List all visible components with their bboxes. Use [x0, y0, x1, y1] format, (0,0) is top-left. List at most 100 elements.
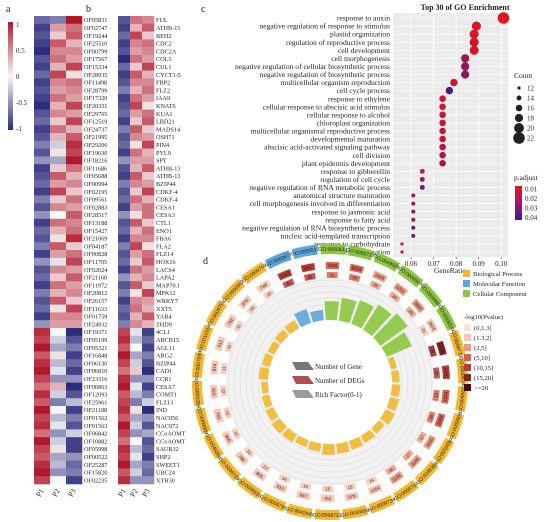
- dotplot-point: [439, 159, 446, 167]
- heatmap-cell: [50, 304, 67, 313]
- sector-category-band: [373, 252, 401, 272]
- heatmap-column-label: P1: [116, 487, 128, 499]
- heatmap-cell: [66, 211, 83, 220]
- pvalue-legend-swatch: [464, 374, 471, 381]
- heatmap-cell: [118, 125, 131, 134]
- heatmap-column-label: P2: [128, 487, 140, 499]
- gene-label: FLA2: [156, 243, 171, 250]
- heatmap-cell: [50, 101, 67, 110]
- heatmap-cell: [130, 250, 143, 259]
- sector-category-band: [314, 509, 340, 520]
- heatmap-cell: [50, 109, 67, 118]
- heatmap-cell: [66, 226, 83, 235]
- heatmap-cell: [66, 452, 83, 461]
- heatmap-cell: [66, 101, 83, 110]
- heatmap-cell: [142, 70, 155, 79]
- heatmap-cell: [34, 257, 51, 266]
- dotplot-term-label: cellular response to alcohol: [307, 110, 390, 119]
- heatmap-cell: [66, 203, 83, 212]
- sector-category-band: [320, 244, 346, 255]
- gene-label: XTH30: [156, 477, 175, 484]
- heatmap-cell: [66, 351, 83, 360]
- sector-gene-count: 870: [241, 298, 250, 307]
- dotplot-point: [411, 225, 416, 230]
- gene-label: OF15820: [84, 470, 107, 477]
- sector-category-band: [446, 412, 464, 440]
- pvalue-legend-swatch: [464, 344, 471, 351]
- category-legend-label: Molecular Function: [473, 281, 526, 288]
- gene-label: COL5: [156, 56, 171, 63]
- heatmap-cell: [66, 140, 83, 149]
- heatmap-cell: [66, 421, 83, 430]
- colorbar-tick-label: 1: [16, 21, 20, 29]
- heatmap-cell: [50, 320, 67, 329]
- gene-label: OF26157: [84, 298, 107, 305]
- gene-label: AGL11: [156, 345, 175, 352]
- heatmap-cell: [34, 289, 51, 298]
- sector-rich-bar: [371, 420, 385, 434]
- heatmap-cell: [50, 437, 67, 446]
- heatmap-cell: [118, 390, 131, 399]
- sector-gene-bar: [441, 365, 450, 380]
- sector-deg-count: 25: [429, 348, 435, 355]
- heatmap-cell: [130, 125, 143, 134]
- heatmap-cell: [66, 374, 83, 383]
- sector-gene-count: 1134: [391, 473, 402, 483]
- gene-label: FUL: [156, 17, 168, 24]
- gene-label: OF24932: [84, 321, 107, 328]
- sector-deg-count: 21: [420, 327, 427, 334]
- heatmap-cell: [66, 47, 83, 56]
- gene-label: OSH71: [156, 134, 175, 141]
- heatmap-cell: [118, 86, 131, 95]
- sector-deg-count: 31: [330, 272, 335, 277]
- heatmap-cell: [142, 367, 155, 376]
- sector-category-band: [196, 324, 214, 352]
- heatmap-cell: [130, 320, 143, 329]
- heatmap-cell: [50, 343, 67, 352]
- sector-gene-bar: [389, 470, 405, 485]
- sector-deg-count: 11: [235, 323, 242, 330]
- gene-label: OF06130: [84, 360, 107, 367]
- heatmap-cell: [130, 343, 143, 352]
- heatmap-cell: [50, 250, 67, 259]
- heatmap-cell: [50, 468, 67, 477]
- sector-go-id: GO:0007049: [194, 351, 204, 380]
- pvalue-legend-swatch: [464, 364, 471, 371]
- heatmap-cell: [118, 187, 131, 196]
- heatmap-column-label: P3: [66, 487, 78, 499]
- sector-category-band: [342, 504, 369, 520]
- heatmap-cell: [142, 437, 155, 446]
- dotplot-point: [461, 62, 470, 71]
- gene-label: FLZ2: [156, 87, 170, 94]
- sector-category-band: [432, 437, 455, 465]
- count-legend-dot: [514, 123, 524, 133]
- inner-legend-label: Number of DEGs: [315, 377, 365, 385]
- heatmap-cell: [142, 343, 155, 352]
- gene-label: CDC2A: [156, 48, 177, 55]
- sector-deg-bar: [348, 273, 361, 283]
- heatmap-cell: [34, 296, 51, 305]
- heatmap-cell: [130, 390, 143, 399]
- sector-gene-count: 2251: [395, 284, 406, 294]
- dotplot-term-label: chloroplast organization: [317, 118, 391, 127]
- gene-label: OF28517: [84, 212, 107, 219]
- sector-category-band: [236, 476, 263, 500]
- sector-deg-count: 13: [246, 449, 253, 456]
- heatmap-cell: [34, 242, 51, 251]
- sector-gene-bar: [320, 494, 335, 502]
- gene-label: OF02883: [84, 204, 107, 211]
- sector-gene-count: 748: [259, 282, 268, 291]
- dotplot-x-label: GeneRatio: [434, 266, 466, 275]
- gene-label: BEH2: [156, 33, 171, 40]
- heatmap-cell: [50, 31, 67, 40]
- sector-category-band: [448, 330, 466, 357]
- sector-category-band: [368, 494, 396, 514]
- dotplot-term-label: developmental maturation: [311, 135, 391, 144]
- heatmap-cell: [66, 429, 83, 438]
- sector-rich-bar: [294, 435, 309, 448]
- heatmap-cell: [66, 187, 83, 196]
- gene-label: OF15334: [84, 64, 107, 71]
- heatmap-cell: [34, 335, 51, 344]
- pvalue-legend-label: (15,20]: [474, 375, 493, 382]
- heatmap-cell: [142, 257, 155, 266]
